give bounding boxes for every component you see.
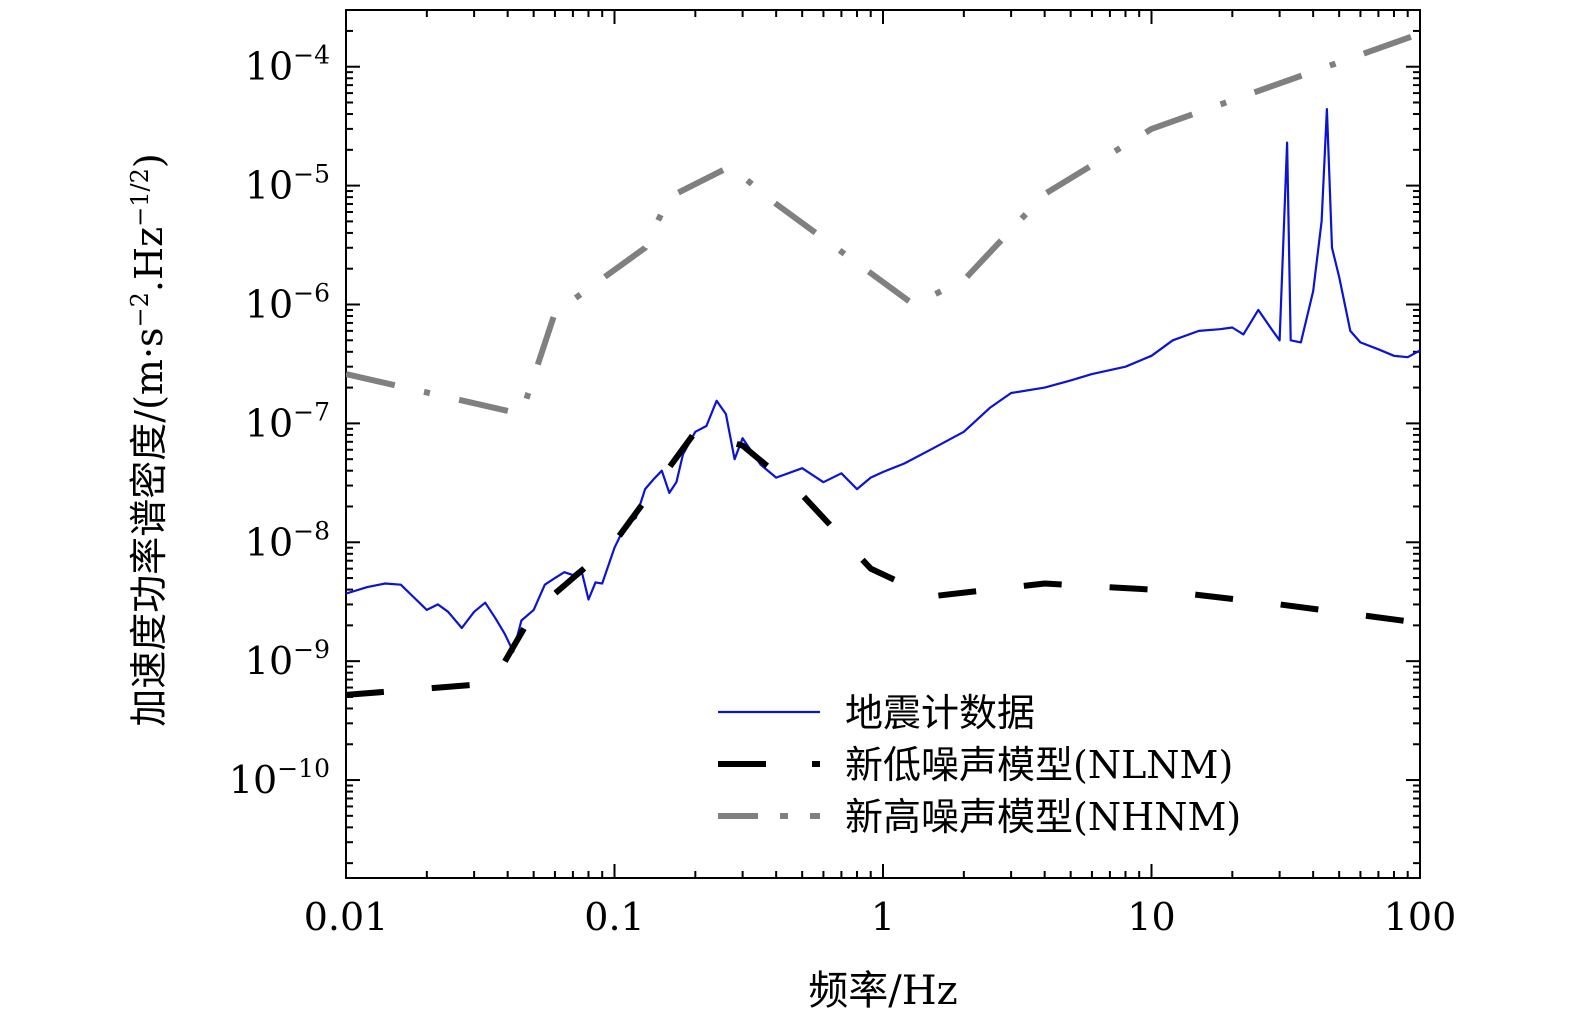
x-tick-label: 100	[1384, 895, 1457, 939]
legend-label-1: 新低噪声模型(NLNM)	[845, 743, 1233, 787]
x-tick-label: 0.01	[304, 895, 389, 939]
y-tick-base: 10	[245, 45, 293, 89]
x-tick-label: 0.1	[584, 895, 644, 939]
y-tick-exponent: −6	[293, 278, 330, 307]
series-line-0	[346, 108, 1420, 653]
y-axis-label-end: )	[127, 153, 171, 168]
y-tick-label: 10−10	[229, 754, 330, 802]
legend-label-2: 新高噪声模型(NHNM)	[845, 795, 1241, 839]
series-layer	[346, 30, 1420, 698]
y-tick-label: 10−9	[245, 635, 330, 683]
y-tick-exponent: −5	[293, 160, 330, 189]
x-tick-label: 10	[1127, 895, 1175, 939]
y-tick-base: 10	[229, 758, 277, 802]
x-tick-labels: 0.01 0.1 1 10 100	[304, 895, 1457, 939]
axis-ticks	[345, 10, 1421, 878]
y-tick-base: 10	[245, 520, 293, 564]
y-tick-exponent: −7	[293, 397, 330, 426]
y-tick-label: 10−7	[245, 397, 330, 445]
y-axis-label-sup2: −1/2	[126, 168, 154, 227]
y-tick-exponent: −9	[293, 635, 330, 664]
y-tick-base: 10	[245, 282, 293, 326]
y-tick-exponent: −4	[293, 41, 330, 70]
y-tick-label: 10−6	[245, 278, 330, 326]
y-tick-base: 10	[245, 401, 293, 445]
y-tick-base: 10	[245, 639, 293, 683]
legend-label-0: 地震计数据	[845, 691, 1035, 735]
y-axis-label-sup1: −2	[126, 292, 154, 327]
x-tick-label: 1	[871, 895, 895, 939]
y-axis-label-mid: .Hz	[127, 227, 171, 292]
y-tick-label: 10−4	[245, 41, 330, 89]
y-axis-label-main: 加速度功率谱密度/(m·s	[127, 327, 171, 726]
y-tick-exponent: −10	[277, 754, 330, 783]
x-axis-label: 频率/Hz	[808, 968, 957, 1014]
y-tick-label: 10−5	[245, 160, 330, 208]
y-tick-label: 10−8	[245, 516, 330, 564]
y-tick-base: 10	[245, 164, 293, 208]
series-line-2	[346, 30, 1420, 417]
y-tick-exponent: −8	[293, 516, 330, 545]
y-axis-label: 加速度功率谱密度/(m·s−2.Hz−1/2)	[126, 153, 171, 726]
